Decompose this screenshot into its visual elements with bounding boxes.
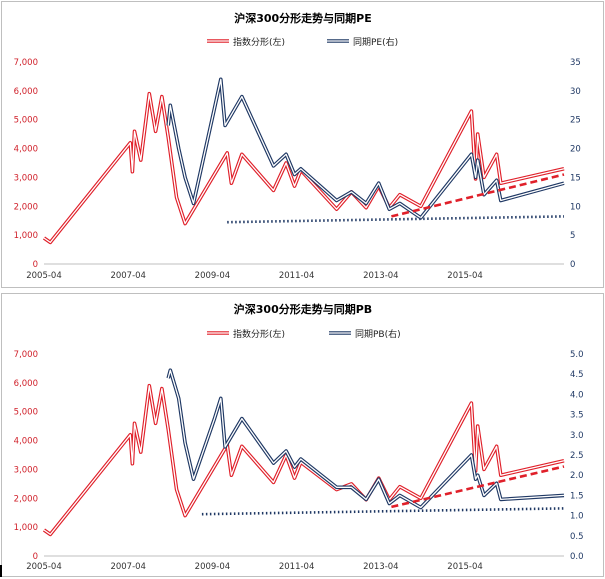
x-tick-label: 2011-04 <box>279 271 315 281</box>
trend-line-dashed <box>391 173 565 218</box>
y-right-tick-label: 35 <box>570 58 581 68</box>
cursor-edge-mark <box>0 565 2 577</box>
y-right-tick-label: 10 <box>570 202 581 212</box>
y-right-tick-label: 4.0 <box>570 390 584 400</box>
chart-panel-pe: 沪深300分形走势与同期PE 指数分形(左) 同期PE(右) 0 1,000 2,000 3… <box>1 1 604 288</box>
y-right-tick-label: 1.0 <box>570 512 584 522</box>
legend-label: 同期PE(右) <box>353 36 398 48</box>
y-left-tick-label: 7,000 <box>14 58 38 68</box>
series-line-inner-left <box>43 385 565 536</box>
y-left-tick-label: 5,000 <box>14 408 38 418</box>
x-tick-label: 2007-04 <box>110 271 146 281</box>
y-left-tick-label: 6,000 <box>14 87 38 97</box>
x-tick-label: 2005-04 <box>26 562 62 572</box>
x-tick-label: 2013-04 <box>363 271 399 281</box>
y-left-tick-label: 5,000 <box>14 116 38 126</box>
y-left-tick-label: 1,000 <box>14 523 38 533</box>
y-right-tick-label: 1.5 <box>570 491 584 501</box>
y-left-tick-label: 1,000 <box>14 231 38 241</box>
legend-label: 指数分形(左) <box>233 36 285 48</box>
series-line-right <box>166 77 565 220</box>
y-right-tick-label: 0.5 <box>570 532 584 542</box>
chart-panel-pb: 沪深300分形走势与同期PB 指数分形(左) 同期PB(右) 0 1,000 2,000 3… <box>1 293 604 577</box>
y-left-tick-label: 2,000 <box>14 202 38 212</box>
x-tick-label: 2005-04 <box>26 271 62 281</box>
legend-label: 指数分形(左) <box>233 328 285 340</box>
series-line-right <box>166 368 565 510</box>
pb-chart: 沪深300分形走势与同期PB 指数分形(左) 同期PB(右) 0 1,000 2,000 3… <box>14 302 584 572</box>
series-line-inner-right <box>167 78 565 219</box>
y-right-tick-label: 25 <box>570 116 581 126</box>
x-tick-label: 2015-04 <box>447 271 483 281</box>
x-tick-label: 2011-04 <box>279 562 315 572</box>
y-left-tick-label: 4,000 <box>14 145 38 155</box>
x-tick-label: 2013-04 <box>363 562 399 572</box>
y-left-tick-label: 7,000 <box>14 350 38 360</box>
y-left-tick-label: 3,000 <box>14 173 38 183</box>
y-right-tick-label: 3.5 <box>570 411 584 421</box>
y-right-tick-label: 5.0 <box>570 350 584 360</box>
y-right-tick-label: 5 <box>570 231 575 241</box>
pe-chart: 沪深300分形走势与同期PE 指数分形(左) 同期PE(右) 0 1,000 2,000 3… <box>14 11 581 281</box>
y-left-tick-label: 0 <box>33 552 38 562</box>
y-left-tick-label: 4,000 <box>14 437 38 447</box>
x-tick-label: 2015-04 <box>447 562 483 572</box>
y-left-tick-label: 3,000 <box>14 465 38 475</box>
y-right-tick-label: 30 <box>570 87 581 97</box>
y-right-tick-label: 15 <box>570 173 581 183</box>
series-line-inner-left <box>43 93 565 244</box>
y-right-tick-label: 2.5 <box>570 451 584 461</box>
y-right-tick-label: 3.0 <box>570 431 584 441</box>
y-left-tick-label: 2,000 <box>14 494 38 504</box>
trend-line-dashed <box>391 465 565 509</box>
y-right-tick-label: 2.0 <box>570 471 584 481</box>
legend-label: 同期PB(右) <box>355 328 401 340</box>
trend-line-dotted <box>201 507 565 516</box>
x-tick-label: 2009-04 <box>195 271 231 281</box>
y-right-tick-label: 4.5 <box>570 370 584 380</box>
series-line-inner-right <box>167 369 565 509</box>
y-left-tick-label: 6,000 <box>14 379 38 389</box>
chart-title: 沪深300分形走势与同期PE <box>234 11 372 25</box>
y-right-tick-label: 20 <box>570 145 581 155</box>
chart-title: 沪深300分形走势与同期PB <box>234 302 372 316</box>
x-tick-label: 2007-04 <box>110 562 146 572</box>
y-right-tick-label: 0.0 <box>570 552 584 562</box>
x-tick-label: 2009-04 <box>195 562 231 572</box>
trend-line-dotted <box>227 215 565 224</box>
y-left-tick-label: 0 <box>33 260 38 270</box>
y-right-tick-label: 0 <box>570 260 575 270</box>
